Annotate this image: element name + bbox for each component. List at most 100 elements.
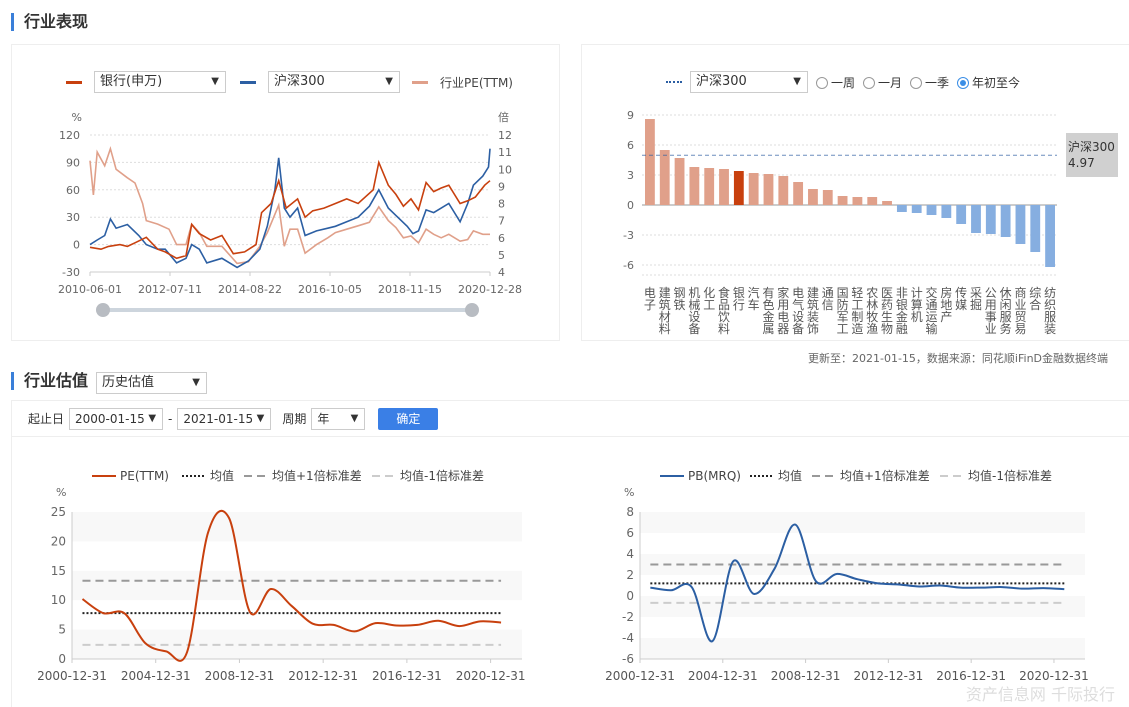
y-tick-label: 15 xyxy=(51,564,66,578)
period-select[interactable]: 年 ▼ xyxy=(311,407,366,430)
bar-category-label: 计算机 xyxy=(911,286,923,324)
bar-category-label: 综合 xyxy=(1029,286,1041,312)
band xyxy=(72,512,522,542)
period-radio-2[interactable]: 一季 xyxy=(910,74,949,91)
bar-category-label: 纺织服装 xyxy=(1044,286,1056,336)
y-axis-unit: % xyxy=(56,486,66,499)
left-tick-label: -30 xyxy=(62,266,80,279)
ranking-panel: 沪深300 ▼ 一周 一月 一季 年初至今 -6 -3 0 3 6 9 电子 建筑材料 钢铁 机械设备 化工… xyxy=(581,44,1129,341)
radio-icon xyxy=(816,77,828,89)
legend-mean-label: 均值 xyxy=(778,468,802,483)
chevron-down-icon: ▼ xyxy=(192,377,200,388)
series-line xyxy=(650,523,1065,643)
pe-valuation-chart: PE(TTM) 均值 均值+1倍标准差 均值-1倍标准差% 0 5 10 15 20 25 2000… xyxy=(37,468,525,683)
period-radio-3[interactable]: 年初至今 xyxy=(957,74,1020,91)
legend-mean-label: 均值 xyxy=(210,468,234,483)
series-line-2 xyxy=(89,145,490,265)
y-tick-label: 9 xyxy=(627,109,634,122)
start-date-select[interactable]: 2000-01-15 ▼ xyxy=(69,407,164,430)
legend-series-label: PE(TTM) xyxy=(120,469,169,483)
y-tick-label: 4 xyxy=(626,547,634,561)
valuation-mode-select[interactable]: 历史估值 ▼ xyxy=(96,372,207,394)
confirm-button[interactable]: 确定 xyxy=(378,407,439,430)
index-select[interactable]: 沪深300 ▼ xyxy=(268,71,400,93)
left-tick-label: 60 xyxy=(66,184,80,197)
x-tick-label: 2012-07-11 xyxy=(138,283,202,296)
performance-line-chart: % 倍 -30 0 30 60 90 120 4 5 6 7 8 9 10 11 12 2010-06-01 201… xyxy=(58,110,522,317)
bar-轻工制造 xyxy=(852,197,863,205)
radio-icon xyxy=(863,77,876,89)
period-radio-0[interactable]: 一周 xyxy=(816,74,855,91)
y-tick-label: -3 xyxy=(623,229,634,242)
x-tick-label: 2012-12-31 xyxy=(853,669,923,683)
reference-tooltip-name: 沪深300 xyxy=(1068,140,1115,154)
bar-category-label: 交通运输 xyxy=(926,285,938,336)
bar-非银金融 xyxy=(896,205,907,212)
index-select-value: 沪深300 xyxy=(274,74,325,89)
bar-category-label: 电气设备 xyxy=(792,286,804,336)
pe-legend-label[interactable]: 行业PE(TTM) xyxy=(440,75,513,90)
y-tick-label: -6 xyxy=(623,259,634,272)
bar-category-label: 钢铁 xyxy=(674,286,686,312)
x-tick-label: 2018-11-15 xyxy=(378,283,442,296)
y-tick-label: -4 xyxy=(622,631,634,645)
bar-家用电器 xyxy=(778,176,789,205)
period-radio-group: 一周 一月 一季 年初至今 xyxy=(816,74,1020,91)
pe-legend-swatch xyxy=(412,80,428,84)
right-tick-label: 7 xyxy=(498,215,505,228)
band xyxy=(72,570,522,601)
x-tick-label: 2008-12-31 xyxy=(205,669,275,683)
right-tick-label: 6 xyxy=(498,232,505,245)
index-dotted-legend xyxy=(666,81,682,83)
period-radio-1[interactable]: 一月 xyxy=(863,74,902,91)
bank-legend-swatch xyxy=(66,80,82,84)
bar-纺织服装 xyxy=(1045,205,1055,267)
start-date-value: 2000-01-15 xyxy=(75,411,145,426)
series-line xyxy=(81,509,502,662)
left-tick-label: 120 xyxy=(59,129,80,142)
bar-电气设备 xyxy=(793,182,804,205)
bar-category-label: 建筑材料 xyxy=(659,286,671,336)
x-tick-label: 2016-12-31 xyxy=(936,669,1006,683)
industry-select[interactable]: 银行(申万) ▼ xyxy=(94,71,226,93)
y-tick-label: 0 xyxy=(58,652,66,666)
legend-plus-label: 均值+1倍标准差 xyxy=(840,468,930,483)
x-tick-label: 2012-12-31 xyxy=(288,669,358,683)
bar-公用事业 xyxy=(985,205,996,234)
right-tick-label: 4 xyxy=(498,266,505,279)
x-tick-label: 2004-12-31 xyxy=(121,669,191,683)
right-tick-label: 12 xyxy=(498,129,512,142)
range-slider-handle-end[interactable] xyxy=(465,303,479,317)
reference-tooltip xyxy=(1066,133,1118,177)
chevron-down-icon: ▼ xyxy=(793,76,801,87)
y-tick-label: 10 xyxy=(51,593,66,607)
right-axis-unit: 倍 xyxy=(498,110,509,124)
section-title-performance: 行业表现 xyxy=(11,13,88,31)
y-axis-unit: % xyxy=(624,486,634,499)
x-tick-label: 2010-06-01 xyxy=(58,283,122,296)
left-tick-label: 90 xyxy=(66,156,80,169)
y-tick-label: 8 xyxy=(626,505,634,519)
left-axis-unit: % xyxy=(72,111,82,124)
industry-bar-chart: -6 -3 0 3 6 9 电子建筑材料钢铁机械设备化工食品饮料银行汽车有色金属家用电器电气… xyxy=(623,109,1118,336)
y-tick-label: 0 xyxy=(627,199,634,212)
end-date-select[interactable]: 2021-01-15 ▼ xyxy=(177,407,272,430)
bar-机械设备 xyxy=(689,167,700,205)
chevron-down-icon: ▼ xyxy=(211,76,219,87)
right-tick-label: 10 xyxy=(498,163,512,176)
bar-交通运输 xyxy=(926,205,937,215)
right-tick-label: 9 xyxy=(498,180,505,193)
x-tick-label: 2020-12-31 xyxy=(1019,669,1089,683)
chevron-down-icon: ▼ xyxy=(148,412,157,424)
valuation-panel: 起止日 2000-01-15 ▼ - 2021-01-15 ▼ 周期 年 ▼ 确定 xyxy=(11,400,1129,707)
band xyxy=(640,596,1085,617)
chevron-down-icon: ▼ xyxy=(385,76,393,87)
series-line-1 xyxy=(89,148,491,269)
bar-category-label: 传媒 xyxy=(955,285,967,312)
chevron-down-icon: ▼ xyxy=(350,412,359,424)
bar-category-label: 建筑装饰 xyxy=(807,286,819,336)
bar-采掘 xyxy=(971,205,981,233)
range-slider-handle-start[interactable] xyxy=(96,303,110,317)
ranking-index-select[interactable]: 沪深300 ▼ xyxy=(690,71,808,93)
right-tick-label: 8 xyxy=(498,198,505,211)
